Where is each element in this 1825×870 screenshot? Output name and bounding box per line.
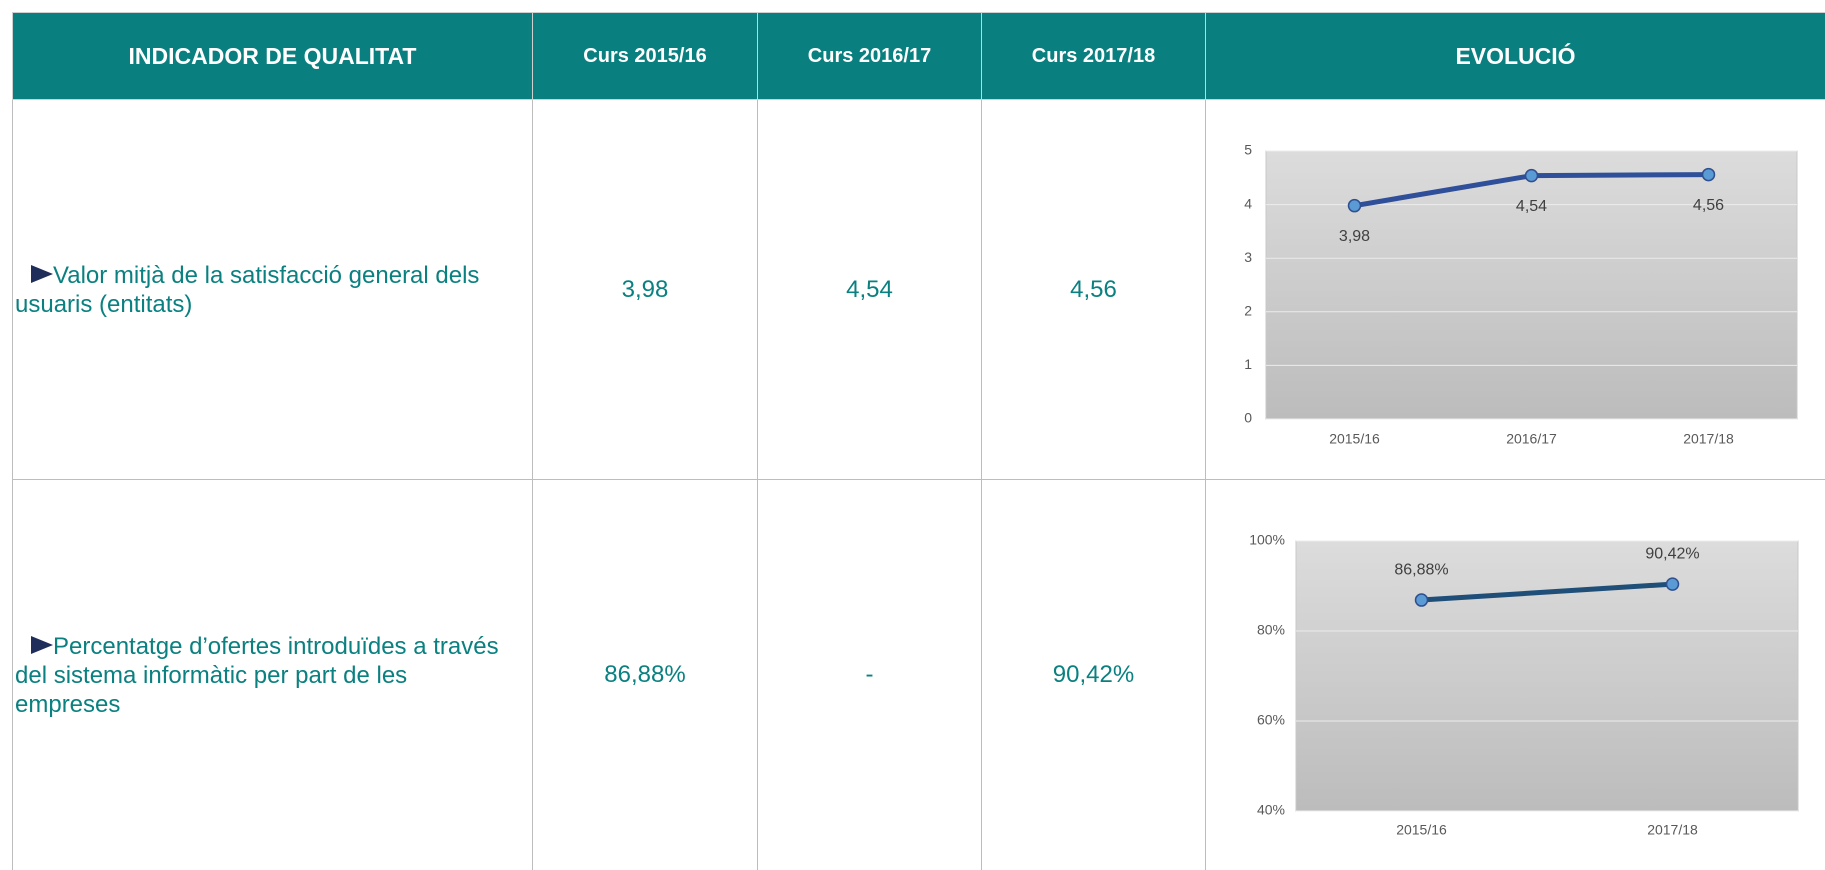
indicator: Percentatge d’ofertes introduïdes a trav… — [15, 632, 512, 719]
bullet-icon — [31, 264, 53, 283]
header-cell: INDICADOR DE QUALITAT — [12, 12, 533, 100]
value-cell: - — [758, 480, 982, 870]
indicator: Valor mitjà de la satisfacció general de… — [15, 261, 512, 319]
value-cell: 90,42% — [982, 480, 1206, 870]
bullet-icon — [31, 635, 53, 654]
value-cell: 86,88% — [533, 480, 758, 870]
header-cell: Curs 2015/16 — [533, 12, 758, 100]
indicator-cell: Valor mitjà de la satisfacció general de… — [12, 100, 533, 480]
chart-cell — [1206, 480, 1825, 870]
chart-cell — [1206, 100, 1825, 480]
indicator-cell: Percentatge d’ofertes introduïdes a trav… — [12, 480, 533, 870]
value-cell: 4,54 — [758, 100, 982, 480]
indicator-text: Percentatge d’ofertes introduïdes a trav… — [15, 632, 499, 718]
header-cell: EVOLUCIÓ — [1206, 12, 1825, 100]
header-cell: Curs 2017/18 — [982, 12, 1206, 100]
header-cell: Curs 2016/17 — [758, 12, 982, 100]
value-cell: 4,56 — [982, 100, 1206, 480]
value-cell: 3,98 — [533, 100, 758, 480]
indicator-text: Valor mitjà de la satisfacció general de… — [15, 261, 480, 318]
